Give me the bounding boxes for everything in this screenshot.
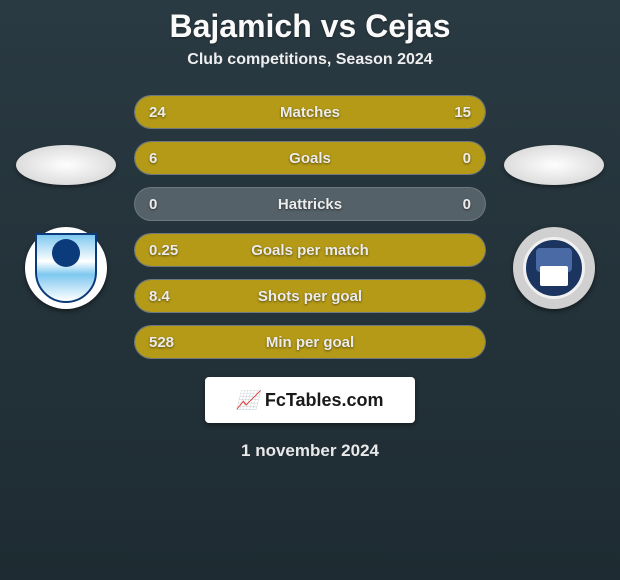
stat-value-right: 0 xyxy=(463,142,471,174)
stat-label: Hattricks xyxy=(278,188,342,220)
page-title: Bajamich vs Cejas xyxy=(169,8,450,45)
stat-label: Shots per goal xyxy=(258,280,362,312)
stat-value-right: 0 xyxy=(463,188,471,220)
stat-label: Goals per match xyxy=(251,234,369,266)
stat-value-left: 8.4 xyxy=(149,280,170,312)
attribution-text: FcTables.com xyxy=(265,390,384,411)
stat-bar-right xyxy=(426,142,486,174)
player-avatar-right xyxy=(504,145,604,185)
chart-icon: 📈 xyxy=(236,390,258,411)
footer-date: 1 november 2024 xyxy=(241,441,379,461)
stat-value-right: 15 xyxy=(454,96,471,128)
subtitle: Club competitions, Season 2024 xyxy=(187,51,432,69)
club-crest-right xyxy=(513,227,595,309)
stat-row-goals: 6 Goals 0 xyxy=(134,141,486,175)
stat-row-goals-per-match: 0.25 Goals per match xyxy=(134,233,486,267)
left-player-column xyxy=(16,145,116,309)
club-crest-right-shield xyxy=(523,237,585,299)
stat-value-left: 6 xyxy=(149,142,157,174)
comparison-panel: 24 Matches 15 6 Goals 0 0 Hattricks 0 0.… xyxy=(16,95,604,359)
player-avatar-left xyxy=(16,145,116,185)
stats-list: 24 Matches 15 6 Goals 0 0 Hattricks 0 0.… xyxy=(134,95,486,359)
stat-label: Matches xyxy=(280,96,340,128)
stat-label: Goals xyxy=(289,142,331,174)
club-crest-left xyxy=(25,227,107,309)
stat-row-shots-per-goal: 8.4 Shots per goal xyxy=(134,279,486,313)
stat-row-matches: 24 Matches 15 xyxy=(134,95,486,129)
stat-value-left: 0.25 xyxy=(149,234,178,266)
attribution-badge[interactable]: 📈 FcTables.com xyxy=(205,377,415,423)
stat-label: Min per goal xyxy=(266,326,354,358)
right-player-column xyxy=(504,145,604,309)
stat-value-left: 0 xyxy=(149,188,157,220)
stat-row-hattricks: 0 Hattricks 0 xyxy=(134,187,486,221)
stat-value-left: 24 xyxy=(149,96,166,128)
club-crest-left-shield xyxy=(35,233,97,303)
stat-row-min-per-goal: 528 Min per goal xyxy=(134,325,486,359)
stat-value-left: 528 xyxy=(149,326,174,358)
